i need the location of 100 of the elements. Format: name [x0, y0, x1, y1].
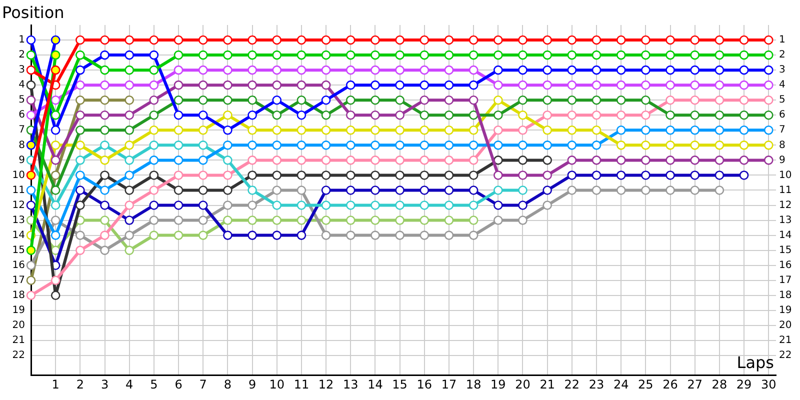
point	[666, 186, 675, 195]
point	[149, 140, 159, 150]
y2-tick-label: 19	[779, 305, 792, 316]
point	[690, 95, 700, 105]
point	[26, 95, 36, 105]
point	[494, 216, 503, 225]
y2-tick-label: 6	[779, 110, 786, 121]
x-tick-label: 5	[150, 377, 158, 392]
point	[444, 35, 454, 45]
x-tick-label: 11	[294, 377, 310, 392]
point	[666, 65, 675, 75]
y2-tick-label: 21	[779, 335, 792, 346]
y2-tick-label: 14	[779, 230, 792, 241]
point	[296, 126, 306, 135]
y-tick-label: 22	[12, 350, 25, 362]
point	[272, 170, 282, 180]
point	[690, 170, 700, 180]
point	[248, 140, 257, 150]
point	[370, 80, 380, 90]
point	[641, 65, 650, 75]
point	[100, 80, 110, 90]
point	[272, 65, 282, 75]
point	[444, 216, 454, 225]
x-tick-label: 9	[248, 377, 256, 392]
point	[764, 65, 774, 75]
x-tick-label: 20	[515, 377, 530, 392]
point	[272, 216, 282, 225]
point	[50, 276, 60, 286]
point	[149, 50, 159, 60]
point	[666, 50, 675, 60]
x-tick-label: 21	[540, 377, 555, 392]
point	[468, 156, 478, 165]
y-tick-label: 11	[12, 184, 25, 196]
point	[518, 186, 528, 195]
point	[714, 140, 724, 150]
point	[124, 186, 134, 195]
point	[223, 230, 232, 240]
point	[198, 95, 208, 105]
point	[76, 65, 85, 75]
y-tick-label: 6	[18, 110, 25, 121]
x-tick-label: 24	[613, 377, 629, 392]
point	[174, 200, 184, 210]
point	[518, 126, 528, 135]
point	[76, 80, 85, 90]
point	[395, 156, 404, 165]
point	[494, 126, 503, 135]
point	[26, 80, 36, 90]
point	[567, 110, 577, 120]
point	[296, 95, 306, 105]
point	[100, 35, 110, 45]
point	[198, 140, 208, 150]
point	[124, 95, 134, 105]
point	[346, 230, 356, 240]
point	[370, 186, 380, 195]
point	[468, 170, 478, 180]
point	[223, 65, 232, 75]
point	[100, 230, 110, 240]
point	[100, 170, 110, 180]
point	[494, 50, 503, 60]
point	[616, 110, 626, 120]
point	[542, 126, 552, 135]
point	[223, 35, 232, 45]
point	[420, 216, 430, 225]
point	[223, 216, 232, 225]
point	[223, 95, 232, 105]
point	[124, 216, 134, 225]
point	[248, 65, 257, 75]
point	[346, 95, 356, 105]
point	[739, 50, 749, 60]
point	[420, 110, 430, 120]
x-tick-label: 23	[588, 377, 604, 392]
point	[26, 290, 36, 300]
point	[223, 156, 232, 165]
point	[346, 216, 356, 225]
point	[248, 110, 257, 120]
point	[124, 35, 134, 45]
point	[395, 200, 404, 210]
point	[641, 80, 650, 90]
point	[714, 110, 724, 120]
point	[616, 140, 626, 150]
point	[518, 156, 528, 165]
point	[714, 65, 724, 75]
x-tick-label: 13	[342, 377, 358, 392]
point	[739, 140, 749, 150]
point	[198, 186, 208, 195]
point	[592, 80, 602, 90]
point	[714, 80, 724, 90]
point	[518, 140, 528, 150]
y-tick-label: 5	[18, 94, 25, 106]
point	[296, 140, 306, 150]
y2-tick-label: 18	[779, 290, 792, 301]
point	[346, 50, 356, 60]
point	[592, 186, 602, 195]
y2-tick-label: 16	[779, 260, 792, 271]
point	[666, 80, 675, 90]
point	[50, 290, 60, 300]
point	[198, 126, 208, 135]
point	[494, 170, 503, 180]
point	[26, 65, 36, 75]
point	[198, 230, 208, 240]
